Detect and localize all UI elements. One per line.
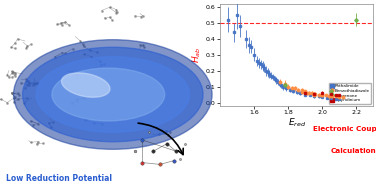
- Ellipse shape: [36, 57, 190, 132]
- Text: Calculation: Calculation: [330, 148, 376, 154]
- Legend: Phthalimide, Benzothiadiazole, Fluorenone, Bipyridinium: Phthalimide, Benzothiadiazole, Fluorenon…: [329, 83, 371, 104]
- Ellipse shape: [52, 68, 165, 121]
- Text: Electronic Coupling: Electronic Coupling: [314, 125, 376, 132]
- Ellipse shape: [62, 73, 110, 97]
- X-axis label: $E_{red}$: $E_{red}$: [288, 116, 306, 129]
- Y-axis label: $H_{ab}$: $H_{ab}$: [191, 47, 203, 63]
- Ellipse shape: [14, 40, 212, 149]
- Ellipse shape: [23, 47, 203, 142]
- Text: Low Reduction Potential: Low Reduction Potential: [6, 174, 112, 183]
